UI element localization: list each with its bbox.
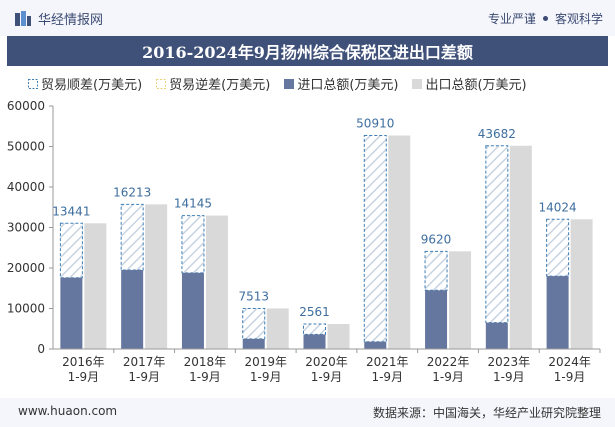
legend-label-surplus: 贸易顺差(万美元) (41, 78, 143, 93)
export-bar (266, 308, 289, 349)
surplus-data-label: 13441 (52, 204, 90, 218)
legend-label-deficit: 贸易逆差(万美元) (169, 78, 271, 93)
bar-chart: 0 10000 20000 30000 40000 50000 60000 13441 162… (7, 99, 601, 384)
huajing-logo-icon (15, 10, 31, 26)
y-tick-label: 0 (37, 342, 45, 356)
export-bar (84, 223, 107, 349)
surplus-bar (546, 218, 570, 277)
export-bar (388, 135, 411, 349)
hatched-swatch-icon (156, 78, 167, 89)
import-bar (181, 272, 204, 349)
import-bar (121, 270, 144, 349)
surplus-bar (485, 145, 509, 324)
y-axis: 0 10000 20000 30000 40000 50000 60000 (7, 99, 54, 356)
x-tick-label: 2017年 1-9月 (123, 355, 166, 384)
surplus-data-label: 14024 (539, 200, 577, 214)
y-tick-label: 30000 (7, 221, 45, 235)
brand[interactable]: 华经情报网 (14, 9, 103, 28)
surplus-data-label: 50910 (356, 117, 394, 131)
export-bar (449, 251, 472, 349)
y-tick-label: 50000 (7, 140, 45, 154)
hatched-swatch-icon (28, 78, 38, 89)
surplus-bar (363, 135, 387, 343)
x-tick-label: 2022年 1-9月 (427, 355, 470, 384)
surplus-bar (303, 323, 326, 335)
data-source: 数据来源：中国海关，华经产业研究院整理 (372, 406, 601, 420)
dot-icon (542, 16, 548, 21)
chart-title: 2016-2024年9月扬州综合保税区进出口差额 (142, 43, 473, 62)
export-bar (509, 145, 532, 349)
surplus-bar (181, 215, 205, 274)
import-bar (364, 341, 387, 349)
import-bar (546, 276, 569, 349)
surplus-bar (120, 203, 144, 271)
surplus-bar (424, 250, 448, 291)
footer: www.huaon.com 数据来源：中国海关，华经产业研究院整理 (0, 398, 615, 427)
export-bar (205, 215, 228, 349)
surplus-data-label: 16213 (113, 185, 151, 199)
x-tick-label: 2018年 1-9月 (184, 355, 227, 384)
slogan: 专业严谨 客观科学 (488, 10, 603, 27)
x-tick-label: 2020年 1-9月 (305, 355, 348, 384)
legend-label-import: 进口总额(万美元) (297, 78, 399, 93)
x-tick-label: 2016年 1-9月 (62, 355, 105, 384)
surplus-data-label: 14145 (174, 197, 212, 211)
brand-name: 华经情报网 (38, 13, 104, 28)
surplus-data-label: 9620 (421, 232, 452, 246)
surplus-bar (242, 307, 266, 340)
chart-legend: 贸易顺差(万美元) 贸易逆差(万美元) 进口总额(万美元) 出口总额(万美元) (28, 74, 541, 93)
solid-swatch-icon (412, 78, 423, 89)
legend-item-deficit: 贸易逆差(万美元) (156, 74, 270, 93)
import-bar (425, 290, 448, 349)
legend-item-export: 出口总额(万美元) (412, 74, 527, 93)
export-bar (570, 219, 593, 349)
import-bar (60, 277, 83, 349)
site-url[interactable]: www.huaon.com (18, 404, 118, 418)
y-tick-label: 20000 (7, 261, 45, 275)
legend-item-import: 进口总额(万美元) (284, 74, 398, 93)
legend-item-surplus: 贸易顺差(万美元) (28, 74, 142, 93)
y-tick-label: 10000 (7, 302, 45, 316)
y-tick-label: 40000 (7, 180, 45, 194)
y-tick-label: 60000 (7, 99, 45, 113)
surplus-data-label: 7513 (238, 289, 269, 303)
x-tick-label: 2019年 1-9月 (244, 355, 287, 384)
bars: 13441 16213 14145 7513 2561 50910 9620 43682 140… (52, 117, 593, 349)
surplus-data-label: 43682 (478, 127, 516, 141)
x-axis: 2016年 1-9月 2017年 1-9月 2018年 1-9月 2019年 1-9月 2020… (53, 348, 601, 384)
export-bar (145, 204, 168, 349)
import-bar (242, 338, 265, 349)
export-bar (327, 324, 350, 349)
import-bar (303, 334, 326, 349)
legend-label-export: 出口总额(万美元) (425, 78, 527, 93)
x-tick-label: 2024年 1-9月 (548, 355, 591, 384)
import-bar (485, 322, 508, 349)
chart-title-bar: 2016-2024年9月扬州综合保税区进出口差额 (7, 36, 608, 66)
top-bar: 华经情报网 专业严谨 客观科学 (0, 0, 615, 36)
surplus-data-label: 2561 (299, 305, 330, 319)
x-tick-label: 2023年 1-9月 (488, 355, 531, 384)
x-tick-label: 2021年 1-9月 (366, 355, 409, 384)
solid-swatch-icon (284, 78, 295, 89)
slogan-tag-2: 客观科学 (554, 12, 603, 26)
surplus-bar (59, 222, 83, 279)
slogan-tag-1: 专业严谨 (487, 12, 536, 26)
